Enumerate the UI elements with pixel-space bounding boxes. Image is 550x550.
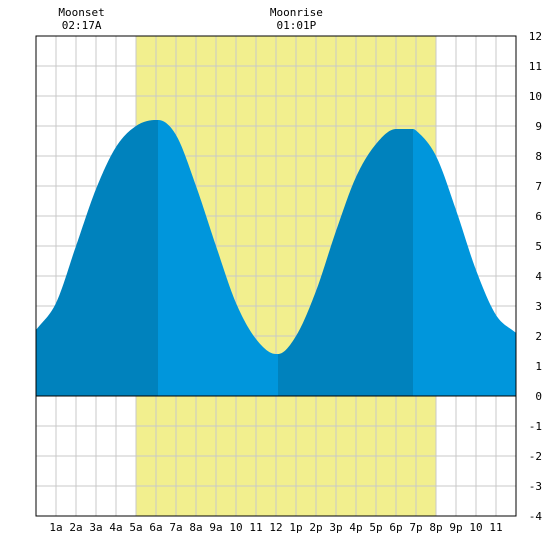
x-tick-label: 8a (189, 521, 202, 534)
x-tick-label: 2a (69, 521, 82, 534)
x-tick-label: 6a (149, 521, 162, 534)
x-tick-label: 1a (49, 521, 62, 534)
moon-event-label: Moonset (58, 6, 104, 19)
y-tick-label: 11 (529, 60, 542, 73)
tide-area-falling (158, 120, 278, 396)
x-axis-tick-labels: 1a 2a 3a 4a 5a 6a 7a 8a 9a 10 11 12 1p 2p 3p 4p 5p 6p 7p 8p… (49, 521, 502, 534)
y-tick-label: 8 (535, 150, 542, 163)
x-tick-label: 4a (109, 521, 122, 534)
y-tick-label: 2 (535, 330, 542, 343)
x-tick-label: 12 (269, 521, 282, 534)
y-tick-label: 3 (535, 300, 542, 313)
moon-event-time: 02:17A (62, 19, 102, 32)
moon-event-label: Moonrise (270, 6, 323, 19)
tide-area (36, 120, 516, 396)
y-tick-label: 12 (529, 30, 542, 43)
plot-border (35, 35, 517, 517)
x-tick-label: 5a (129, 521, 142, 534)
tide-area-rising (36, 120, 158, 396)
moon-event-time: 01:01P (277, 19, 317, 32)
x-tick-label: 3a (89, 521, 102, 534)
y-tick-label: 10 (529, 90, 542, 103)
y-tick-label: -1 (529, 420, 542, 433)
x-tick-label: 2p (309, 521, 322, 534)
x-tick-label: 7p (409, 521, 422, 534)
y-tick-label: 5 (535, 240, 542, 253)
y-tick-label: 6 (535, 210, 542, 223)
x-tick-label: 1p (289, 521, 302, 534)
x-tick-label: 9p (449, 521, 462, 534)
x-tick-label: 11 (249, 521, 262, 534)
x-tick-label: 6p (389, 521, 402, 534)
tide-area-rising (278, 129, 413, 396)
tide-area-falling (413, 129, 516, 396)
y-tick-label: 0 (535, 390, 542, 403)
x-tick-label: 5p (369, 521, 382, 534)
x-tick-label: 10 (229, 521, 242, 534)
y-tick-label: 9 (535, 120, 542, 133)
plot-frame (35, 35, 517, 517)
x-tick-label: 4p (349, 521, 362, 534)
y-tick-label: 1 (535, 360, 542, 373)
x-tick-label: 3p (329, 521, 342, 534)
y-tick-label: -2 (529, 450, 542, 463)
y-tick-label: -4 (529, 510, 543, 523)
x-tick-label: 9a (209, 521, 222, 534)
x-tick-label: 11 (489, 521, 502, 534)
y-tick-label: 4 (535, 270, 542, 283)
x-tick-label: 10 (469, 521, 482, 534)
x-tick-label: 8p (429, 521, 442, 534)
y-tick-label: -3 (529, 480, 542, 493)
x-tick-label: 7a (169, 521, 182, 534)
y-tick-label: 7 (535, 180, 542, 193)
